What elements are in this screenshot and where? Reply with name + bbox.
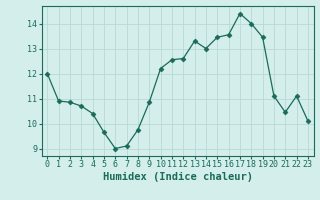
X-axis label: Humidex (Indice chaleur): Humidex (Indice chaleur) [103,172,252,182]
